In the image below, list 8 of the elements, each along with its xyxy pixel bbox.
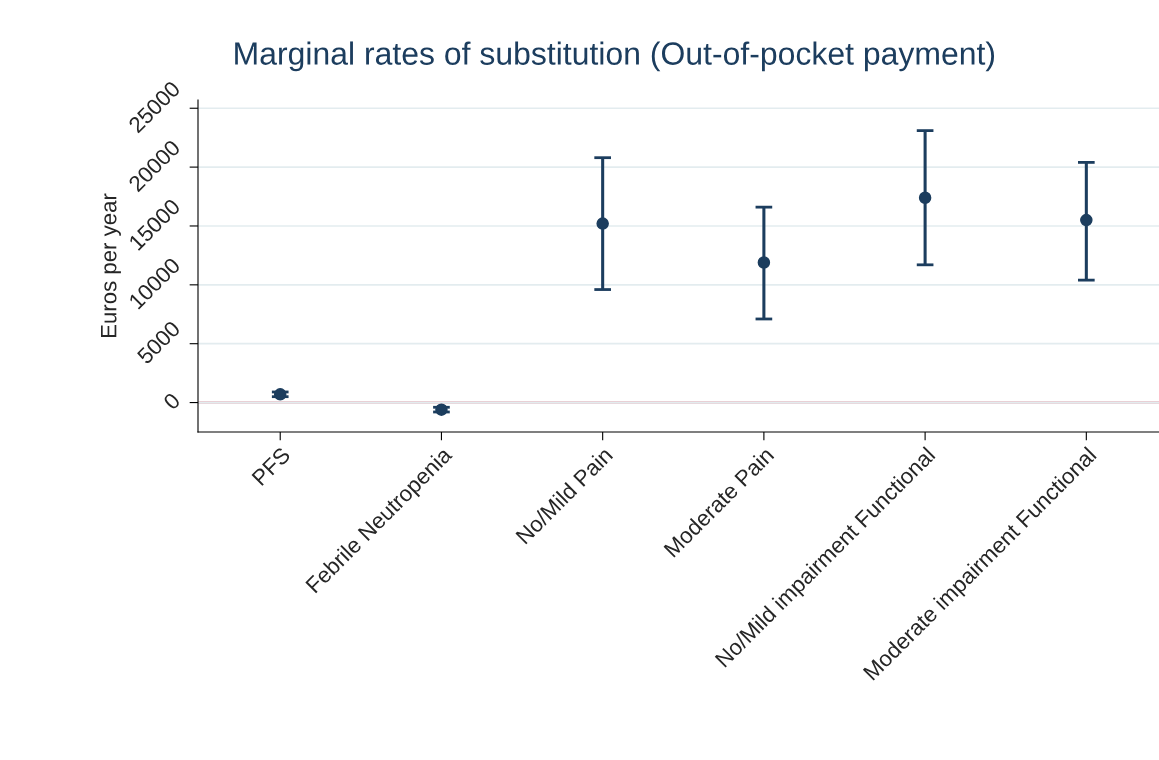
point xyxy=(918,191,932,204)
y-tick-label: 0 xyxy=(162,391,182,411)
point xyxy=(596,217,609,230)
point xyxy=(435,403,448,416)
point xyxy=(757,256,771,269)
y-axis-title: Euros per year xyxy=(101,193,121,338)
point xyxy=(1080,213,1093,227)
chart-title: Marginal rates of substitution (Out-of-pocket payment) xyxy=(235,41,995,72)
